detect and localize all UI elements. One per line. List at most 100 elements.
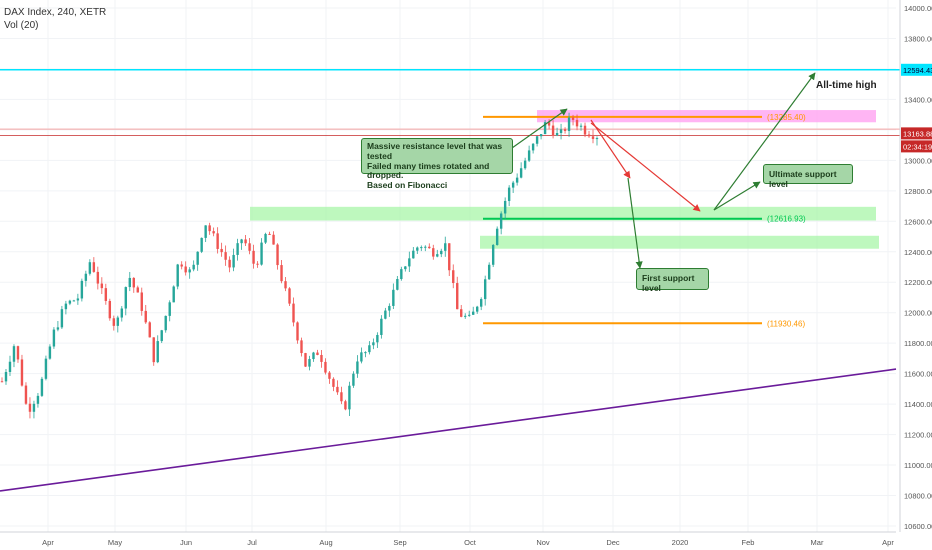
x-tick-label: 2020 — [672, 538, 689, 547]
candle-body — [48, 346, 52, 359]
candle-body — [384, 310, 387, 319]
candle-body — [392, 289, 395, 306]
candle-body — [64, 303, 68, 310]
candle-body — [244, 239, 247, 244]
candle-body — [320, 354, 323, 362]
resistance-note-line-1: Massive resistance level that was tested — [367, 141, 503, 161]
volume-legend[interactable]: Vol (20) — [4, 20, 39, 31]
candle-body — [479, 299, 483, 307]
candle-body — [272, 234, 275, 245]
candle-body — [44, 358, 48, 379]
candle-body — [148, 322, 151, 338]
x-tick-label: Apr — [882, 538, 894, 547]
y-tick-label: 11200.00 — [904, 431, 932, 440]
first-support-note[interactable]: First support level — [636, 268, 709, 293]
candle-body — [280, 265, 283, 282]
candle-body — [20, 359, 24, 386]
candle-body — [543, 122, 547, 135]
candle-body — [372, 342, 375, 346]
rising-trendline[interactable] — [0, 368, 897, 492]
grid — [0, 0, 896, 532]
projection-line-4 — [511, 108, 568, 149]
x-tick-label: Mar — [811, 538, 824, 547]
y-tick-label: 11600.00 — [904, 370, 932, 379]
candle-body — [132, 277, 135, 288]
candle-body — [4, 371, 8, 382]
candle-body — [144, 310, 147, 323]
last-price-tag-bg — [901, 127, 932, 140]
candle-body — [116, 317, 120, 326]
candle-body — [587, 134, 591, 137]
candle-body — [468, 314, 471, 316]
projection-line-1 — [590, 122, 701, 212]
candle-body — [52, 329, 56, 347]
candle-body — [84, 273, 88, 281]
level-label-0: (13285.40) — [767, 113, 806, 122]
candle-body — [499, 213, 503, 229]
candle-body — [228, 259, 231, 268]
candle-body — [96, 271, 100, 284]
candle-body — [360, 352, 363, 362]
candle-body — [296, 322, 299, 341]
candle-body — [140, 292, 143, 311]
candle-body — [595, 138, 599, 140]
candle-body — [88, 262, 92, 274]
candle-body — [208, 225, 211, 232]
x-tick-label: May — [108, 538, 122, 547]
candle-body — [12, 346, 16, 362]
candle-body — [583, 125, 587, 135]
candle-body — [136, 287, 139, 293]
candle-body — [495, 228, 499, 245]
candle-body — [515, 177, 519, 183]
horizontal-levels[interactable]: (13285.40) (12616.93) (11930.46) — [0, 69, 900, 329]
y-tick-label: 11000.00 — [904, 461, 932, 470]
candle-body — [200, 237, 203, 252]
candle-body — [292, 303, 295, 323]
candle-body — [288, 288, 291, 304]
candle-body — [551, 125, 555, 136]
candle-body — [420, 247, 423, 249]
candle-body — [160, 330, 163, 342]
candle-body — [236, 243, 239, 255]
time-axis[interactable]: Apr May Jun Jul Aug Sep Oct Nov Dec 2020 Feb Mar Apr — [0, 531, 896, 547]
candle-body — [444, 243, 447, 251]
candle-body — [436, 254, 439, 257]
projection-line-3 — [627, 177, 643, 269]
resistance-note-line-2: Failed many times rotated and dropped. — [367, 160, 490, 181]
y-tick-label: 13400.00 — [904, 95, 932, 104]
candle-body — [120, 308, 123, 318]
symbol-legend[interactable]: DAX Index, 240, XETR — [4, 7, 107, 18]
candle-body — [563, 129, 567, 131]
ultimate-support-note[interactable]: Ultimate support level — [763, 164, 853, 189]
x-tick-label: Aug — [319, 538, 332, 547]
level-label-1: (12616.93) — [767, 215, 806, 224]
candle-body — [344, 401, 347, 410]
candle-body — [507, 187, 511, 201]
resistance-note-line-3: Based on Fibonacci — [367, 180, 448, 191]
price-axis[interactable]: 10600.00 10800.00 11000.00 11200.00 11400.00… — [899, 0, 932, 532]
candle-body — [16, 346, 20, 360]
candle-body — [476, 306, 479, 312]
candle-body — [483, 279, 487, 300]
resistance-note[interactable]: Massive resistance level that was tested… — [361, 138, 513, 190]
candle-body — [428, 246, 431, 249]
candle-body — [324, 361, 327, 373]
y-tick-label: 12000.00 — [904, 309, 932, 318]
candle-body — [72, 300, 76, 302]
candle-body — [591, 136, 595, 139]
candle-body — [92, 262, 96, 272]
candle-body — [356, 361, 359, 374]
projection-line-0 — [590, 119, 631, 179]
candle-body — [212, 231, 215, 234]
candle-body — [264, 233, 267, 243]
candle-body — [76, 298, 80, 301]
candle-body — [491, 244, 495, 265]
candle-body — [440, 250, 443, 255]
y-tick-label: 11800.00 — [904, 339, 932, 348]
candle-body — [252, 250, 255, 264]
projection-arrows[interactable] — [511, 72, 816, 269]
candle-body — [240, 239, 243, 244]
candle-body — [571, 117, 575, 120]
candle-body — [128, 277, 131, 288]
